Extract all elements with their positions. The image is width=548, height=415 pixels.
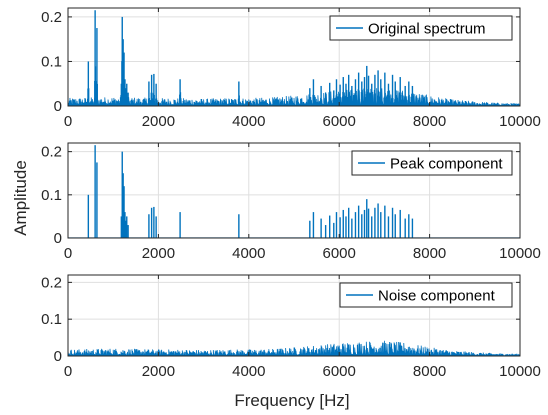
axes-box [67,274,521,357]
data-group [68,145,520,238]
x-tick-label: 6000 [323,245,356,262]
x-tick-label: 4000 [232,245,265,262]
axes-box [67,142,521,239]
legend: Noise component [339,282,513,308]
legend: Original spectrum [329,15,513,41]
y-tick-label: 0.1 [41,53,62,70]
y-tick-label: 0.1 [41,311,62,328]
x-tick-label: 10000 [499,113,541,130]
x-tick-label: 8000 [413,245,446,262]
y-axis-label: Amplitude [11,160,30,236]
panel-peak-component: 0 2000 4000 6000 8000 10000 0 0.1 0.2 Peak compon… [41,142,541,262]
x-axis-label: Frequency [Hz] [234,391,349,410]
x-tick-label: 10000 [499,245,541,262]
data-group [68,340,520,356]
x-tick-label: 8000 [413,363,446,380]
x-tick-label: 10000 [499,363,541,380]
panel-original-spectrum: 0 2000 4000 6000 8000 10000 0 0.1 0.2 Original sp… [41,7,541,130]
legend-label: Noise component [378,288,496,305]
y-tick-label: 0.2 [41,9,62,26]
y-tick-label: 0 [54,348,62,365]
legend: Peak component [351,150,513,176]
x-tick-label: 2000 [142,245,175,262]
y-tick-label: 0 [54,230,62,247]
legend-label: Original spectrum [368,21,486,38]
data-group [68,10,520,106]
axes-box [67,7,521,107]
x-tick-label: 6000 [323,113,356,130]
x-tick-label: 2000 [142,363,175,380]
noise-trace [68,340,520,356]
y-tick-label: 0.1 [41,187,62,204]
x-tick-label: 0 [64,113,72,130]
x-tick-label: 4000 [232,113,265,130]
y-tick-label: 0 [54,98,62,115]
x-tick-label: 2000 [142,113,175,130]
legend-label: Peak component [390,156,503,173]
x-tick-label: 0 [64,245,72,262]
y-tick-label: 0.2 [41,274,62,291]
x-tick-label: 0 [64,363,72,380]
spectrum-trace [68,88,520,106]
y-tick-label: 0.2 [41,144,62,161]
panel-noise-component: 0 2000 4000 6000 8000 10000 0 0.1 0.2 Noise compo… [41,274,541,380]
x-tick-label: 8000 [413,113,446,130]
x-tick-label: 6000 [323,363,356,380]
x-tick-label: 4000 [232,363,265,380]
